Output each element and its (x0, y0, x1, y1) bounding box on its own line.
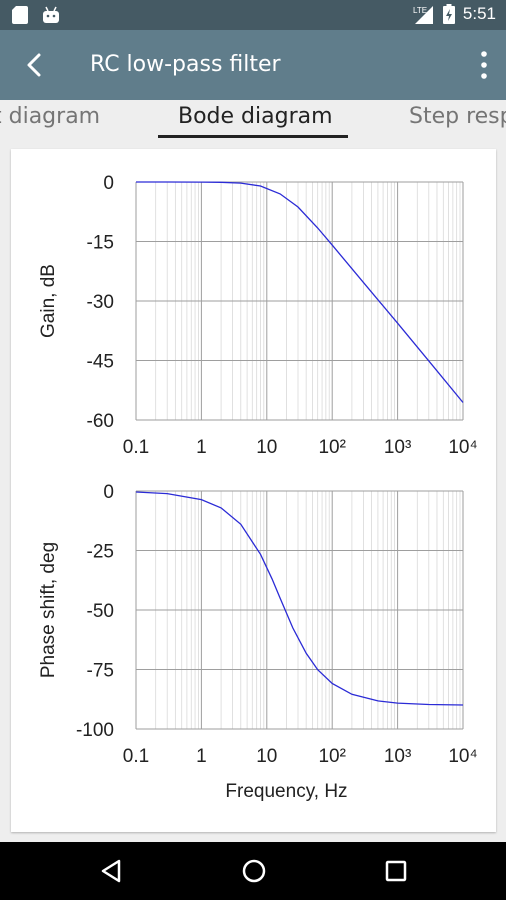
x-tick-label: 10³ (384, 746, 411, 767)
y-axis-label: Gain, dB (38, 264, 59, 338)
app-title: RC low-pass filter (90, 52, 281, 77)
nav-home-icon[interactable] (239, 856, 269, 886)
y-tick-label: -45 (87, 352, 114, 373)
y-tick-label: -100 (76, 720, 114, 741)
tab-circuit-diagram[interactable]: t diagram (0, 104, 101, 129)
x-tick-label: 10⁴ (448, 746, 477, 767)
x-tick-label: 10⁴ (448, 437, 477, 458)
android-icon (43, 6, 59, 23)
y-tick-label: -25 (87, 542, 114, 563)
chart-gain: 0 -15 -30 -45 -60 0.1 1 10 10² 10³ 10⁴ Gain, dB (38, 173, 478, 458)
y-tick-label: -75 (87, 661, 114, 682)
x-tick-label: 10³ (384, 437, 411, 458)
x-tick-label: 10 (256, 437, 277, 458)
lte-signal-icon: LTE (413, 6, 433, 24)
x-tick-label: 10 (256, 746, 277, 767)
navigation-bar (0, 842, 506, 900)
y-tick-label: -30 (87, 292, 114, 313)
status-bar: LTE 5:51 (0, 0, 506, 30)
y-tick-label: 0 (103, 482, 114, 503)
y-tick-label: -50 (87, 601, 114, 622)
app-bar: RC low-pass filter (0, 30, 506, 100)
tab-strip: t diagram Bode diagram Step resp (0, 100, 506, 140)
nav-back-icon[interactable] (97, 856, 127, 886)
series-line (135, 491, 464, 706)
active-tab-indicator (158, 135, 348, 138)
chart-phase: 0 -25 -50 -75 -100 0.1 1 10 10² 10³ 10⁴ Phase shift… (38, 482, 478, 802)
y-tick-label: 0 (103, 173, 114, 194)
bode-diagram: 0 -15 -30 -45 -60 0.1 1 10 10² 10³ 10⁴ Gain, dB 0 -25… (38, 173, 478, 802)
x-tick-label: 1 (196, 746, 207, 767)
sd-card-icon (12, 6, 28, 24)
x-tick-label: 10² (318, 437, 345, 458)
x-tick-label: 1 (196, 437, 207, 458)
x-tick-label: 0.1 (123, 437, 149, 458)
x-tick-label: 10² (318, 746, 345, 767)
tab-step-response[interactable]: Step resp (409, 104, 506, 129)
back-arrow-icon[interactable] (20, 50, 50, 80)
bode-card: 0 -15 -30 -45 -60 0.1 1 10 10² 10³ 10⁴ Gain, dB 0 -25… (11, 149, 496, 832)
x-axis-label: Frequency, Hz (225, 781, 347, 802)
more-vert-icon[interactable] (478, 48, 490, 82)
tab-bode-diagram[interactable]: Bode diagram (178, 104, 333, 129)
y-tick-label: -15 (87, 233, 114, 254)
y-axis-label: Phase shift, deg (38, 542, 59, 678)
svg-text:LTE: LTE (413, 6, 427, 15)
series-line (136, 181, 464, 403)
status-time: 5:51 (462, 4, 496, 23)
battery-icon (442, 4, 455, 24)
nav-recents-icon[interactable] (381, 856, 411, 886)
y-tick-label: -60 (87, 411, 114, 432)
x-tick-label: 0.1 (123, 746, 149, 767)
